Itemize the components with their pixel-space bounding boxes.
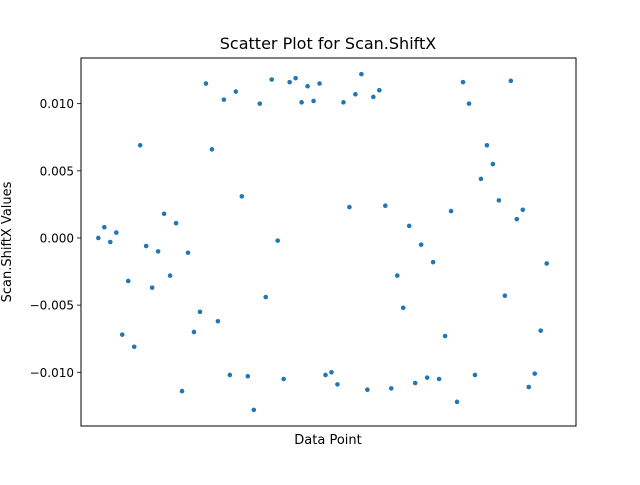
data-point [347,204,352,210]
y-tick-label: 0.010 [40,97,74,111]
y-axis-ticks: −0.010 −0.005 0.000 0.005 0.010 [30,97,81,380]
data-point [185,250,191,256]
data-point [496,198,502,203]
data-point [107,239,113,245]
data-point [502,293,508,299]
data-point [161,211,167,217]
data-point [96,235,101,241]
data-point [227,372,233,378]
data-point [460,79,466,85]
data-point [526,384,532,390]
data-point [221,97,227,102]
data-point [371,94,376,100]
data-point [317,81,322,86]
data-point [341,100,346,105]
data-point [478,176,484,182]
data-point [514,216,520,222]
data-point [323,372,328,378]
data-point [275,238,280,243]
data-point [167,273,173,278]
data-point [400,305,406,311]
data-point [179,388,185,394]
data-point [209,147,215,152]
data-point [394,273,400,278]
data-point [508,78,514,84]
data-point [430,259,436,265]
data-point [490,161,496,167]
data-point [143,243,149,249]
data-point [125,278,131,284]
data-point [251,407,257,413]
data-point [239,194,245,199]
data-point [197,309,203,315]
data-point [382,203,388,209]
data-point [335,382,340,387]
data-point [377,87,382,93]
data-point [113,230,119,235]
data-point [436,376,442,382]
data-point [448,208,454,214]
y-tick-label: −0.010 [30,366,74,380]
data-point [442,333,448,339]
data-point [329,369,334,375]
data-point [257,101,263,106]
data-point [359,71,364,77]
data-point [137,142,143,148]
data-point [311,98,316,104]
plot-area-frame [80,57,577,427]
data-point [269,77,275,82]
y-tick-label: −0.005 [30,299,74,313]
data-point [305,83,310,89]
data-point [293,75,298,81]
data-point [119,332,125,337]
data-point [365,387,370,393]
data-point [532,371,538,376]
data-point [299,100,304,105]
chart-title: Scatter Plot for Scan.ShiftX [220,34,436,53]
data-point [406,223,412,229]
data-point [245,374,251,379]
data-point [466,101,472,106]
y-tick-label: 0.000 [40,231,74,245]
data-point [233,89,239,94]
data-point [191,329,197,335]
y-tick-label: 0.005 [40,164,74,178]
data-point [131,344,137,350]
data-point [418,242,424,247]
data-point [353,91,358,97]
data-point [412,380,418,386]
data-point [263,294,269,300]
data-point [155,249,161,254]
data-point [538,328,544,333]
data-point [388,386,394,391]
data-point [173,220,179,226]
data-point [424,375,430,380]
data-point [484,142,490,148]
x-axis-label: Data Point [294,433,361,448]
data-point [520,207,526,213]
data-point [102,224,107,230]
data-point [454,399,460,405]
data-point [281,376,286,382]
data-point [544,261,550,266]
y-axis-label: Scan.ShiftX Values [0,181,15,302]
data-points [96,71,550,413]
data-point [287,79,292,85]
data-point [472,372,478,378]
data-point [203,81,209,86]
data-point [149,285,155,290]
data-point [215,318,221,324]
